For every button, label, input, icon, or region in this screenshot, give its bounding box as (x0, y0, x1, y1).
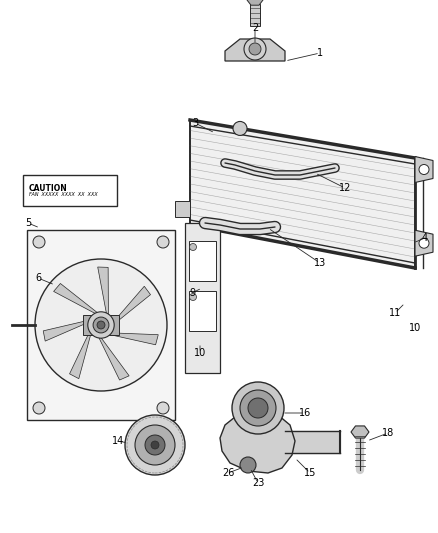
Polygon shape (247, 0, 263, 5)
Polygon shape (27, 230, 175, 420)
Circle shape (190, 244, 197, 251)
Text: 9: 9 (189, 288, 195, 298)
Text: 14: 14 (112, 436, 124, 446)
Circle shape (190, 294, 197, 301)
Polygon shape (83, 315, 119, 335)
Circle shape (248, 398, 268, 418)
Polygon shape (415, 230, 433, 256)
Circle shape (33, 236, 45, 248)
Circle shape (157, 402, 169, 414)
Text: 11: 11 (389, 308, 401, 318)
Polygon shape (189, 291, 216, 331)
Text: 15: 15 (304, 468, 316, 478)
Circle shape (125, 415, 185, 475)
Text: 13: 13 (314, 258, 326, 268)
Text: 10: 10 (409, 323, 421, 333)
Polygon shape (351, 426, 369, 438)
Circle shape (233, 122, 247, 135)
Polygon shape (70, 330, 92, 378)
Text: 5: 5 (25, 218, 31, 228)
Circle shape (88, 312, 114, 338)
Text: 26: 26 (222, 468, 234, 478)
Polygon shape (225, 39, 285, 61)
Text: 6: 6 (35, 273, 41, 283)
Polygon shape (189, 241, 216, 281)
Circle shape (232, 382, 284, 434)
Circle shape (93, 317, 109, 333)
Polygon shape (175, 201, 190, 217)
Circle shape (151, 441, 159, 449)
Circle shape (97, 321, 105, 329)
Polygon shape (109, 333, 158, 345)
Circle shape (33, 402, 45, 414)
FancyBboxPatch shape (23, 175, 117, 206)
Circle shape (244, 38, 266, 60)
Circle shape (145, 435, 165, 455)
Circle shape (249, 43, 261, 55)
Text: 4: 4 (422, 233, 428, 243)
Polygon shape (185, 223, 220, 373)
Circle shape (419, 238, 429, 248)
Text: 23: 23 (252, 478, 264, 488)
Circle shape (240, 390, 276, 426)
Polygon shape (98, 267, 109, 316)
Text: FAN  XXXXX  XXXX  XX  XXX: FAN XXXXX XXXX XX XXX (29, 192, 98, 197)
Circle shape (35, 259, 167, 391)
Polygon shape (415, 157, 433, 182)
Text: 16: 16 (299, 408, 311, 418)
Text: 2: 2 (252, 23, 258, 33)
Polygon shape (113, 286, 151, 325)
Polygon shape (220, 411, 295, 473)
Text: 10: 10 (194, 348, 206, 358)
Circle shape (157, 236, 169, 248)
Circle shape (135, 425, 175, 465)
Circle shape (240, 457, 256, 473)
Polygon shape (99, 336, 129, 380)
Polygon shape (53, 284, 99, 314)
Polygon shape (250, 4, 260, 26)
Polygon shape (190, 120, 415, 268)
Text: 18: 18 (382, 428, 394, 438)
Text: CAUTION: CAUTION (29, 184, 68, 193)
Circle shape (419, 165, 429, 174)
Text: 1: 1 (317, 48, 323, 58)
Text: 3: 3 (192, 118, 198, 128)
Polygon shape (43, 320, 90, 341)
Text: 12: 12 (339, 183, 351, 193)
